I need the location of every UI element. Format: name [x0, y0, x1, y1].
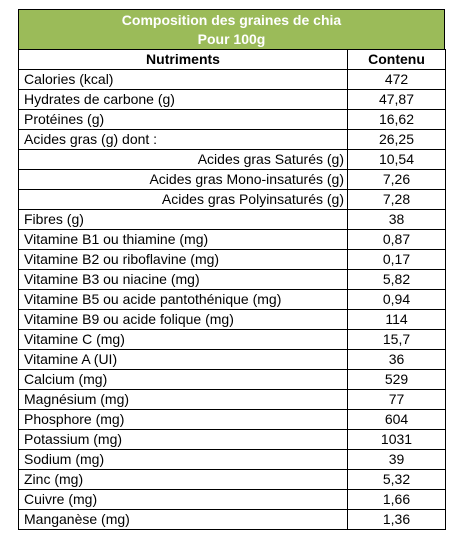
table-row: Acides gras (g) dont :26,25 — [18, 129, 446, 150]
nutrient-label: Protéines (g) — [18, 109, 348, 130]
table-title: Composition des graines de chia — [121, 12, 342, 28]
nutrient-label: Calories (kcal) — [18, 69, 348, 90]
nutrient-label: Vitamine A (UI) — [18, 349, 348, 370]
nutrient-value: 0,87 — [347, 229, 446, 250]
nutrient-label: Vitamine C (mg) — [18, 329, 348, 350]
nutrient-label: Fibres (g) — [18, 209, 348, 230]
nutrient-label: Phosphore (mg) — [18, 409, 348, 430]
nutrient-value: 15,7 — [347, 329, 446, 350]
table-row: Magnésium (mg) 77 — [18, 389, 446, 410]
nutrient-value: 39 — [347, 449, 446, 470]
table-row: Manganèse (mg) 1,36 — [18, 509, 446, 530]
nutrient-label: Vitamine B9 ou acide folique (mg) — [18, 309, 348, 330]
table-row: Protéines (g) 16,62 — [18, 109, 446, 130]
nutrient-value: 472 — [347, 69, 446, 90]
nutrient-value: 77 — [347, 389, 446, 410]
nutrient-value: 10,54 — [347, 149, 446, 170]
table-row: Cuivre (mg) 1,66 — [18, 489, 446, 510]
nutrient-label: Vitamine B3 ou niacine (mg) — [18, 269, 348, 290]
table-title-banner: Composition des graines de chia Pour 100… — [18, 9, 445, 49]
nutrient-value: 0,17 — [347, 249, 446, 270]
table-row: Calcium (mg) 529 — [18, 369, 446, 390]
nutrient-label: Manganèse (mg) — [18, 509, 348, 530]
table-row: Vitamine C (mg) 15,7 — [18, 329, 446, 350]
nutrient-value: 5,82 — [347, 269, 446, 290]
nutrient-label: Vitamine B2 ou riboflavine (mg) — [18, 249, 348, 270]
table-row: Sodium (mg) 39 — [18, 449, 446, 470]
nutrient-label: Acides gras (g) dont : — [18, 129, 348, 150]
nutrient-value: 38 — [347, 209, 446, 230]
sub-nutrient-label: Acides gras Polyinsaturés (g) — [18, 189, 348, 210]
header-row: Nutriments Contenu — [18, 49, 446, 70]
nutrient-value: 7,28 — [347, 189, 446, 210]
table-row: Vitamine B5 ou acide pantothénique (mg) 0… — [18, 289, 446, 310]
table-row: Vitamine B2 ou riboflavine (mg) 0,17 — [18, 249, 446, 270]
nutrient-value: 1,66 — [347, 489, 446, 510]
header-nutrient: Nutriments — [18, 49, 348, 70]
nutrient-label: Hydrates de carbone (g) — [18, 89, 348, 110]
table-row: Acides gras Polyinsaturés (g) 7,28 — [18, 189, 446, 210]
table-body: Calories (kcal) 472 Hydrates de carbone (g… — [18, 69, 446, 530]
nutrient-label: Magnésium (mg) — [18, 389, 348, 410]
nutrient-label: Cuivre (mg) — [18, 489, 348, 510]
nutrient-value: 5,32 — [347, 469, 446, 490]
nutrition-table-container: Composition des graines de chia Pour 100… — [18, 9, 446, 530]
nutrient-label: Vitamine B1 ou thiamine (mg) — [18, 229, 348, 250]
nutrient-value: 36 — [347, 349, 446, 370]
table-row: Vitamine B3 ou niacine (mg) 5,82 — [18, 269, 446, 290]
table-row: Fibres (g) 38 — [18, 209, 446, 230]
sub-nutrient-label: Acides gras Saturés (g) — [18, 149, 348, 170]
nutrient-value: 7,26 — [347, 169, 446, 190]
table-row: Vitamine B1 ou thiamine (mg) 0,87 — [18, 229, 446, 250]
table-row: Calories (kcal) 472 — [18, 69, 446, 90]
table-row: Acides gras Saturés (g) 10,54 — [18, 149, 446, 170]
table-row: Phosphore (mg) 604 — [18, 409, 446, 430]
table-subtitle: Pour 100g — [197, 31, 266, 47]
nutrient-value: 16,62 — [347, 109, 446, 130]
table-row: Vitamine B9 ou acide folique (mg) 114 — [18, 309, 446, 330]
nutrient-label: Potassium (mg) — [18, 429, 348, 450]
nutrient-value: 604 — [347, 409, 446, 430]
table-row: Zinc (mg) 5,32 — [18, 469, 446, 490]
nutrient-value: 529 — [347, 369, 446, 390]
table-row: Vitamine A (UI) 36 — [18, 349, 446, 370]
table-row: Potassium (mg) 1031 — [18, 429, 446, 450]
nutrient-value: 47,87 — [347, 89, 446, 110]
nutrient-label: Vitamine B5 ou acide pantothénique (mg) — [18, 289, 348, 310]
table-row: Hydrates de carbone (g) 47,87 — [18, 89, 446, 110]
nutrient-value: 1031 — [347, 429, 446, 450]
nutrition-table: Nutriments Contenu Calories (kcal) 472 Hyd… — [18, 49, 446, 530]
nutrient-label: Zinc (mg) — [18, 469, 348, 490]
sub-nutrient-label: Acides gras Mono-insaturés (g) — [18, 169, 348, 190]
nutrient-value: 1,36 — [347, 509, 446, 530]
nutrient-value: 26,25 — [347, 129, 446, 150]
nutrient-label: Sodium (mg) — [18, 449, 348, 470]
nutrient-label: Calcium (mg) — [18, 369, 348, 390]
header-value: Contenu — [347, 49, 446, 70]
table-row: Acides gras Mono-insaturés (g) 7,26 — [18, 169, 446, 190]
nutrient-value: 0,94 — [347, 289, 446, 310]
nutrient-value: 114 — [347, 309, 446, 330]
